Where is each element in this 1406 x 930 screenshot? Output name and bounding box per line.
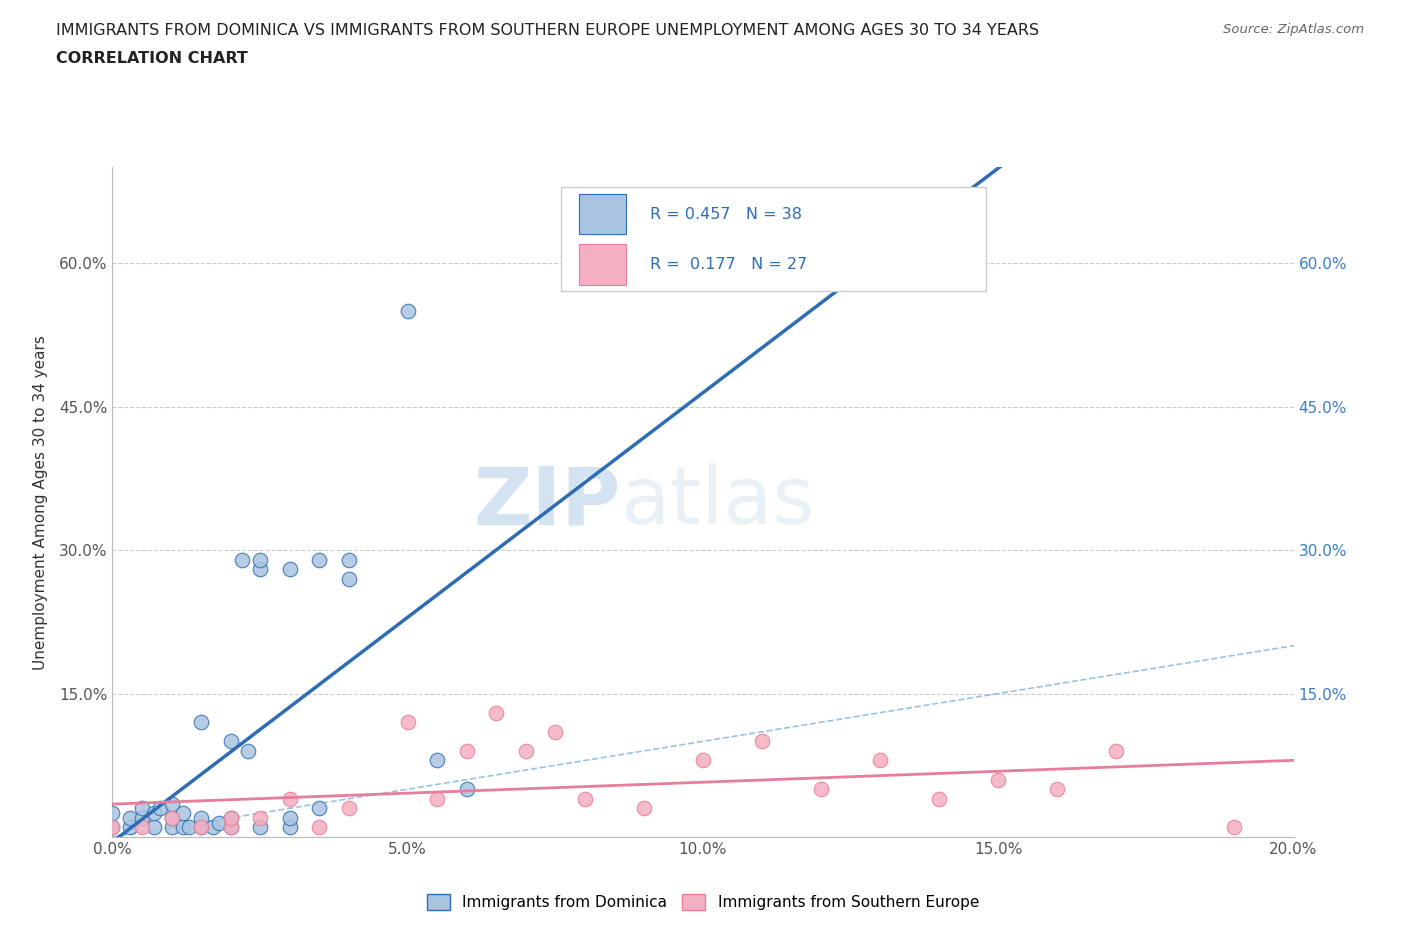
Point [149, 801, 172, 816]
Point [131, 801, 153, 816]
Point [219, 810, 242, 825]
Point [101, 820, 124, 835]
Point [1046, 782, 1069, 797]
Point [142, 805, 165, 820]
Point [190, 715, 212, 730]
Point [869, 753, 891, 768]
Point [190, 820, 212, 835]
Point [633, 801, 655, 816]
Text: CORRELATION CHART: CORRELATION CHART [56, 51, 247, 66]
Text: IMMIGRANTS FROM DOMINICA VS IMMIGRANTS FROM SOUTHERN EUROPE UNEMPLOYMENT AMONG A: IMMIGRANTS FROM DOMINICA VS IMMIGRANTS F… [56, 23, 1039, 38]
Point [485, 705, 508, 720]
Point [456, 743, 478, 758]
Point [751, 734, 773, 749]
Point [1223, 820, 1246, 835]
Point [278, 820, 301, 835]
Point [928, 791, 950, 806]
Point [160, 796, 183, 811]
Point [337, 801, 360, 816]
Point [160, 820, 183, 835]
Point [219, 820, 242, 835]
Point [201, 820, 224, 835]
Point [131, 820, 153, 835]
Point [249, 810, 271, 825]
Point [249, 552, 271, 567]
Point [219, 734, 242, 749]
Point [426, 791, 449, 806]
Text: R = 0.457   N = 38: R = 0.457 N = 38 [650, 206, 801, 221]
Text: ZIP: ZIP [472, 463, 620, 541]
Point [426, 753, 449, 768]
Point [337, 571, 360, 586]
Point [987, 772, 1010, 787]
Point [208, 816, 231, 830]
Point [231, 552, 253, 567]
Point [396, 715, 419, 730]
Point [308, 820, 330, 835]
Point [190, 820, 212, 835]
Point [219, 810, 242, 825]
Point [249, 820, 271, 835]
Point [172, 805, 194, 820]
Point [219, 820, 242, 835]
Point [179, 820, 201, 835]
Point [249, 562, 271, 577]
Point [120, 810, 142, 825]
Text: atlas: atlas [620, 463, 814, 541]
Point [574, 791, 596, 806]
Point [238, 743, 260, 758]
Legend: Immigrants from Dominica, Immigrants from Southern Europe: Immigrants from Dominica, Immigrants fro… [420, 888, 986, 916]
Point [810, 782, 832, 797]
Point [101, 820, 124, 835]
FancyBboxPatch shape [579, 245, 626, 285]
Point [692, 753, 714, 768]
Point [278, 791, 301, 806]
Text: Source: ZipAtlas.com: Source: ZipAtlas.com [1223, 23, 1364, 36]
FancyBboxPatch shape [561, 188, 987, 291]
Point [142, 820, 165, 835]
Point [515, 743, 537, 758]
Text: R =  0.177   N = 27: R = 0.177 N = 27 [650, 257, 807, 272]
Point [131, 810, 153, 825]
Point [172, 820, 194, 835]
Point [308, 801, 330, 816]
Point [278, 810, 301, 825]
Point [120, 820, 142, 835]
Point [160, 810, 183, 825]
Point [190, 810, 212, 825]
FancyBboxPatch shape [579, 194, 626, 234]
Point [396, 303, 419, 318]
Y-axis label: Unemployment Among Ages 30 to 34 years: Unemployment Among Ages 30 to 34 years [32, 335, 48, 670]
Point [1105, 743, 1128, 758]
Point [337, 552, 360, 567]
Point [101, 805, 124, 820]
Point [544, 724, 567, 739]
Point [456, 782, 478, 797]
Point [308, 552, 330, 567]
Point [160, 810, 183, 825]
Point [278, 562, 301, 577]
